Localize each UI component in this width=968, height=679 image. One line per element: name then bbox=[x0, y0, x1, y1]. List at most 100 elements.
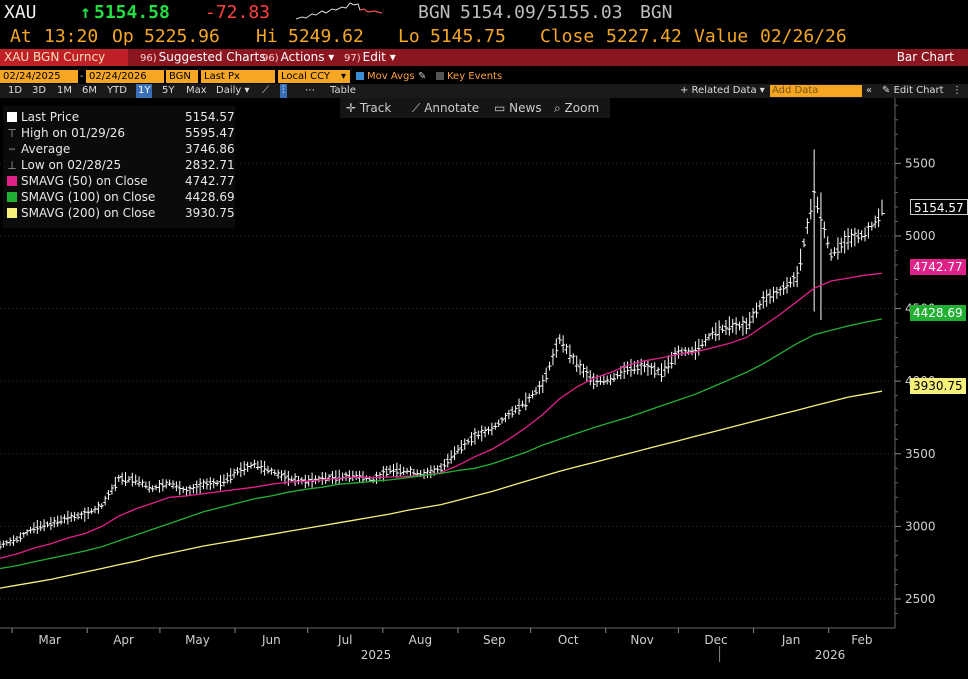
price-source: BGN bbox=[418, 2, 451, 23]
legend-label: SMAVG (200) on Close bbox=[21, 206, 156, 220]
avg-marker-icon: ┄ bbox=[8, 143, 16, 156]
bid-ask: 5154.09/5155.03 bbox=[460, 2, 623, 23]
range-1m[interactable]: 1M bbox=[57, 85, 72, 96]
sma-line bbox=[0, 272, 883, 559]
moving-average-lines bbox=[0, 272, 883, 589]
legend-value: 4428.69 bbox=[185, 190, 235, 204]
legend-value: 5154.57 bbox=[185, 110, 235, 124]
chart-tools: ✛ Track ⟋ Annotate ▭ News ⌕ Zoom bbox=[340, 98, 610, 118]
last-price-tag: 5154.57 bbox=[910, 199, 968, 215]
related-data-button[interactable]: + Related Data ▾ bbox=[680, 85, 765, 96]
chevron-down-icon[interactable]: ▾ bbox=[341, 71, 347, 82]
table-button[interactable]: Table bbox=[330, 85, 356, 96]
sparkline-icon bbox=[296, 2, 382, 20]
range-6m[interactable]: 6M bbox=[82, 85, 97, 96]
range-5y[interactable]: 5Y bbox=[162, 85, 175, 96]
open-value: 5225.96 bbox=[144, 26, 220, 47]
pencil-icon[interactable]: ✎ bbox=[418, 71, 427, 82]
collapse-icon[interactable]: « bbox=[866, 85, 873, 96]
x-month-label: Jan bbox=[781, 633, 801, 647]
range-3d[interactable]: 3D bbox=[32, 85, 47, 96]
y-axis: 2500300035004000450050005500 bbox=[894, 98, 936, 628]
legend-label: Last Price bbox=[21, 110, 80, 124]
legend-item[interactable]: ⊥ Low on 02/28/25 2832.71 bbox=[7, 157, 234, 173]
period-selector[interactable]: Daily ▾ bbox=[216, 85, 250, 96]
last-price: 5154.58 bbox=[94, 2, 170, 23]
legend-item[interactable]: ┄ Average 3746.86 bbox=[7, 141, 235, 157]
legend-item[interactable]: SMAVG (200) on Close 3930.75 bbox=[7, 205, 235, 221]
chart-legend: Last Price 5154.57 ⊤ High on 01/29/26 5595.4… bbox=[3, 106, 235, 228]
x-month-label: Jul bbox=[337, 633, 352, 647]
low-label: Lo bbox=[398, 26, 420, 47]
more-icon[interactable]: ⋮ bbox=[952, 85, 962, 96]
range-1y[interactable]: 1Y bbox=[136, 84, 153, 98]
range-ytd[interactable]: YTD bbox=[107, 85, 127, 96]
field-selector[interactable]: Last Px bbox=[201, 70, 275, 83]
legend-label: SMAVG (50) on Close bbox=[21, 174, 148, 188]
pencil-icon: ✎ bbox=[882, 85, 894, 96]
key-events-toggle[interactable]: Key Events bbox=[436, 70, 502, 83]
at-label: At bbox=[10, 26, 32, 47]
low-value: 5145.75 bbox=[430, 26, 506, 47]
edit-chart-button[interactable]: ✎ Edit Chart bbox=[882, 85, 944, 96]
menu-suggested-charts[interactable]: 96) Suggested Charts bbox=[140, 50, 266, 64]
chart-grid bbox=[0, 162, 895, 600]
x-month-label: Feb bbox=[851, 633, 872, 647]
bar-chart-icon[interactable]: ⫶ bbox=[280, 84, 287, 98]
settings-row: 02/24/2025 - 02/24/2026 BGN Last Px Loca… bbox=[0, 68, 968, 85]
checkbox-checked-icon bbox=[356, 72, 364, 80]
sma-line bbox=[0, 318, 883, 570]
x-year-label: 2025 bbox=[361, 648, 392, 662]
news-icon: ▭ bbox=[494, 101, 510, 115]
settings-icon[interactable]: ⋯ bbox=[305, 85, 315, 96]
track-tool[interactable]: ✛ Track bbox=[346, 101, 392, 115]
annotate-tool[interactable]: ⟋ Annotate bbox=[412, 101, 480, 115]
range-1d[interactable]: 1D bbox=[8, 85, 23, 96]
low-marker-icon: ⊥ bbox=[7, 159, 17, 172]
legend-item[interactable]: SMAVG (100) on Close 4428.69 bbox=[7, 189, 235, 205]
legend-label: Average bbox=[21, 142, 71, 156]
mov-avgs-toggle[interactable]: Mov Avgs bbox=[356, 70, 415, 83]
range-row: 1D 3D 1M 6M YTD 1Y 5Y Max Daily ▾ ⟋ ⫶ ⋯ … bbox=[0, 84, 968, 98]
news-tool[interactable]: ▭ News bbox=[494, 101, 542, 115]
source-field[interactable]: BGN bbox=[166, 70, 198, 83]
open-label: Op bbox=[112, 26, 134, 47]
line-chart-icon[interactable]: ⟋ bbox=[262, 85, 269, 96]
range-max[interactable]: Max bbox=[186, 85, 207, 96]
y-tick-label: 3500 bbox=[905, 447, 936, 461]
search-icon: ⌕ bbox=[554, 101, 565, 115]
currency-selector[interactable]: Local CCY bbox=[278, 70, 350, 83]
x-month-label: Oct bbox=[558, 633, 579, 647]
value-label: Value bbox=[694, 26, 749, 47]
crosshair-icon: ✛ bbox=[346, 101, 360, 115]
zoom-tool[interactable]: ⌕ Zoom bbox=[554, 101, 600, 115]
value-date: 02/26/26 bbox=[760, 26, 847, 47]
legend-label: Low on 02/28/25 bbox=[21, 158, 122, 172]
x-month-label: Jun bbox=[261, 633, 281, 647]
price-source-2: BGN bbox=[640, 2, 673, 23]
high-marker-icon: ⊤ bbox=[7, 127, 17, 140]
y-tick-label: 2500 bbox=[905, 592, 936, 606]
add-data-input[interactable]: Add Data bbox=[770, 85, 862, 97]
legend-value: 5595.47 bbox=[185, 126, 235, 140]
legend-value: 3746.86 bbox=[185, 142, 235, 156]
x-month-label: Sep bbox=[483, 633, 506, 647]
legend-item[interactable]: ⊤ High on 01/29/26 5595.47 bbox=[7, 125, 235, 141]
start-date-field[interactable]: 02/24/2025 bbox=[0, 70, 78, 83]
menu-edit[interactable]: 97) Edit ▾ bbox=[344, 50, 396, 64]
y-tick-label: 5000 bbox=[905, 229, 936, 243]
close-value: 5227.42 bbox=[606, 26, 682, 47]
security-field[interactable]: XAU BGN Curncy bbox=[0, 49, 128, 66]
legend-item[interactable]: SMAVG (50) on Close 4742.77 bbox=[7, 173, 235, 189]
legend-item[interactable]: Last Price 5154.57 bbox=[7, 109, 235, 125]
legend-value: 4742.77 bbox=[185, 174, 235, 188]
y-tick-label: 3000 bbox=[905, 519, 936, 533]
x-month-label: Nov bbox=[630, 633, 653, 647]
menu-actions[interactable]: 96) Actions ▾ bbox=[262, 50, 335, 64]
close-label: Close bbox=[540, 26, 595, 47]
high-label: Hi bbox=[256, 26, 278, 47]
pen-icon: ⟋ bbox=[412, 101, 425, 115]
quote-line-2: At 13:20 Op 5225.96 Hi 5249.62 Lo 5145.7… bbox=[0, 25, 968, 49]
net-change: -72.83 bbox=[205, 2, 271, 23]
end-date-field[interactable]: 02/24/2026 bbox=[86, 70, 164, 83]
